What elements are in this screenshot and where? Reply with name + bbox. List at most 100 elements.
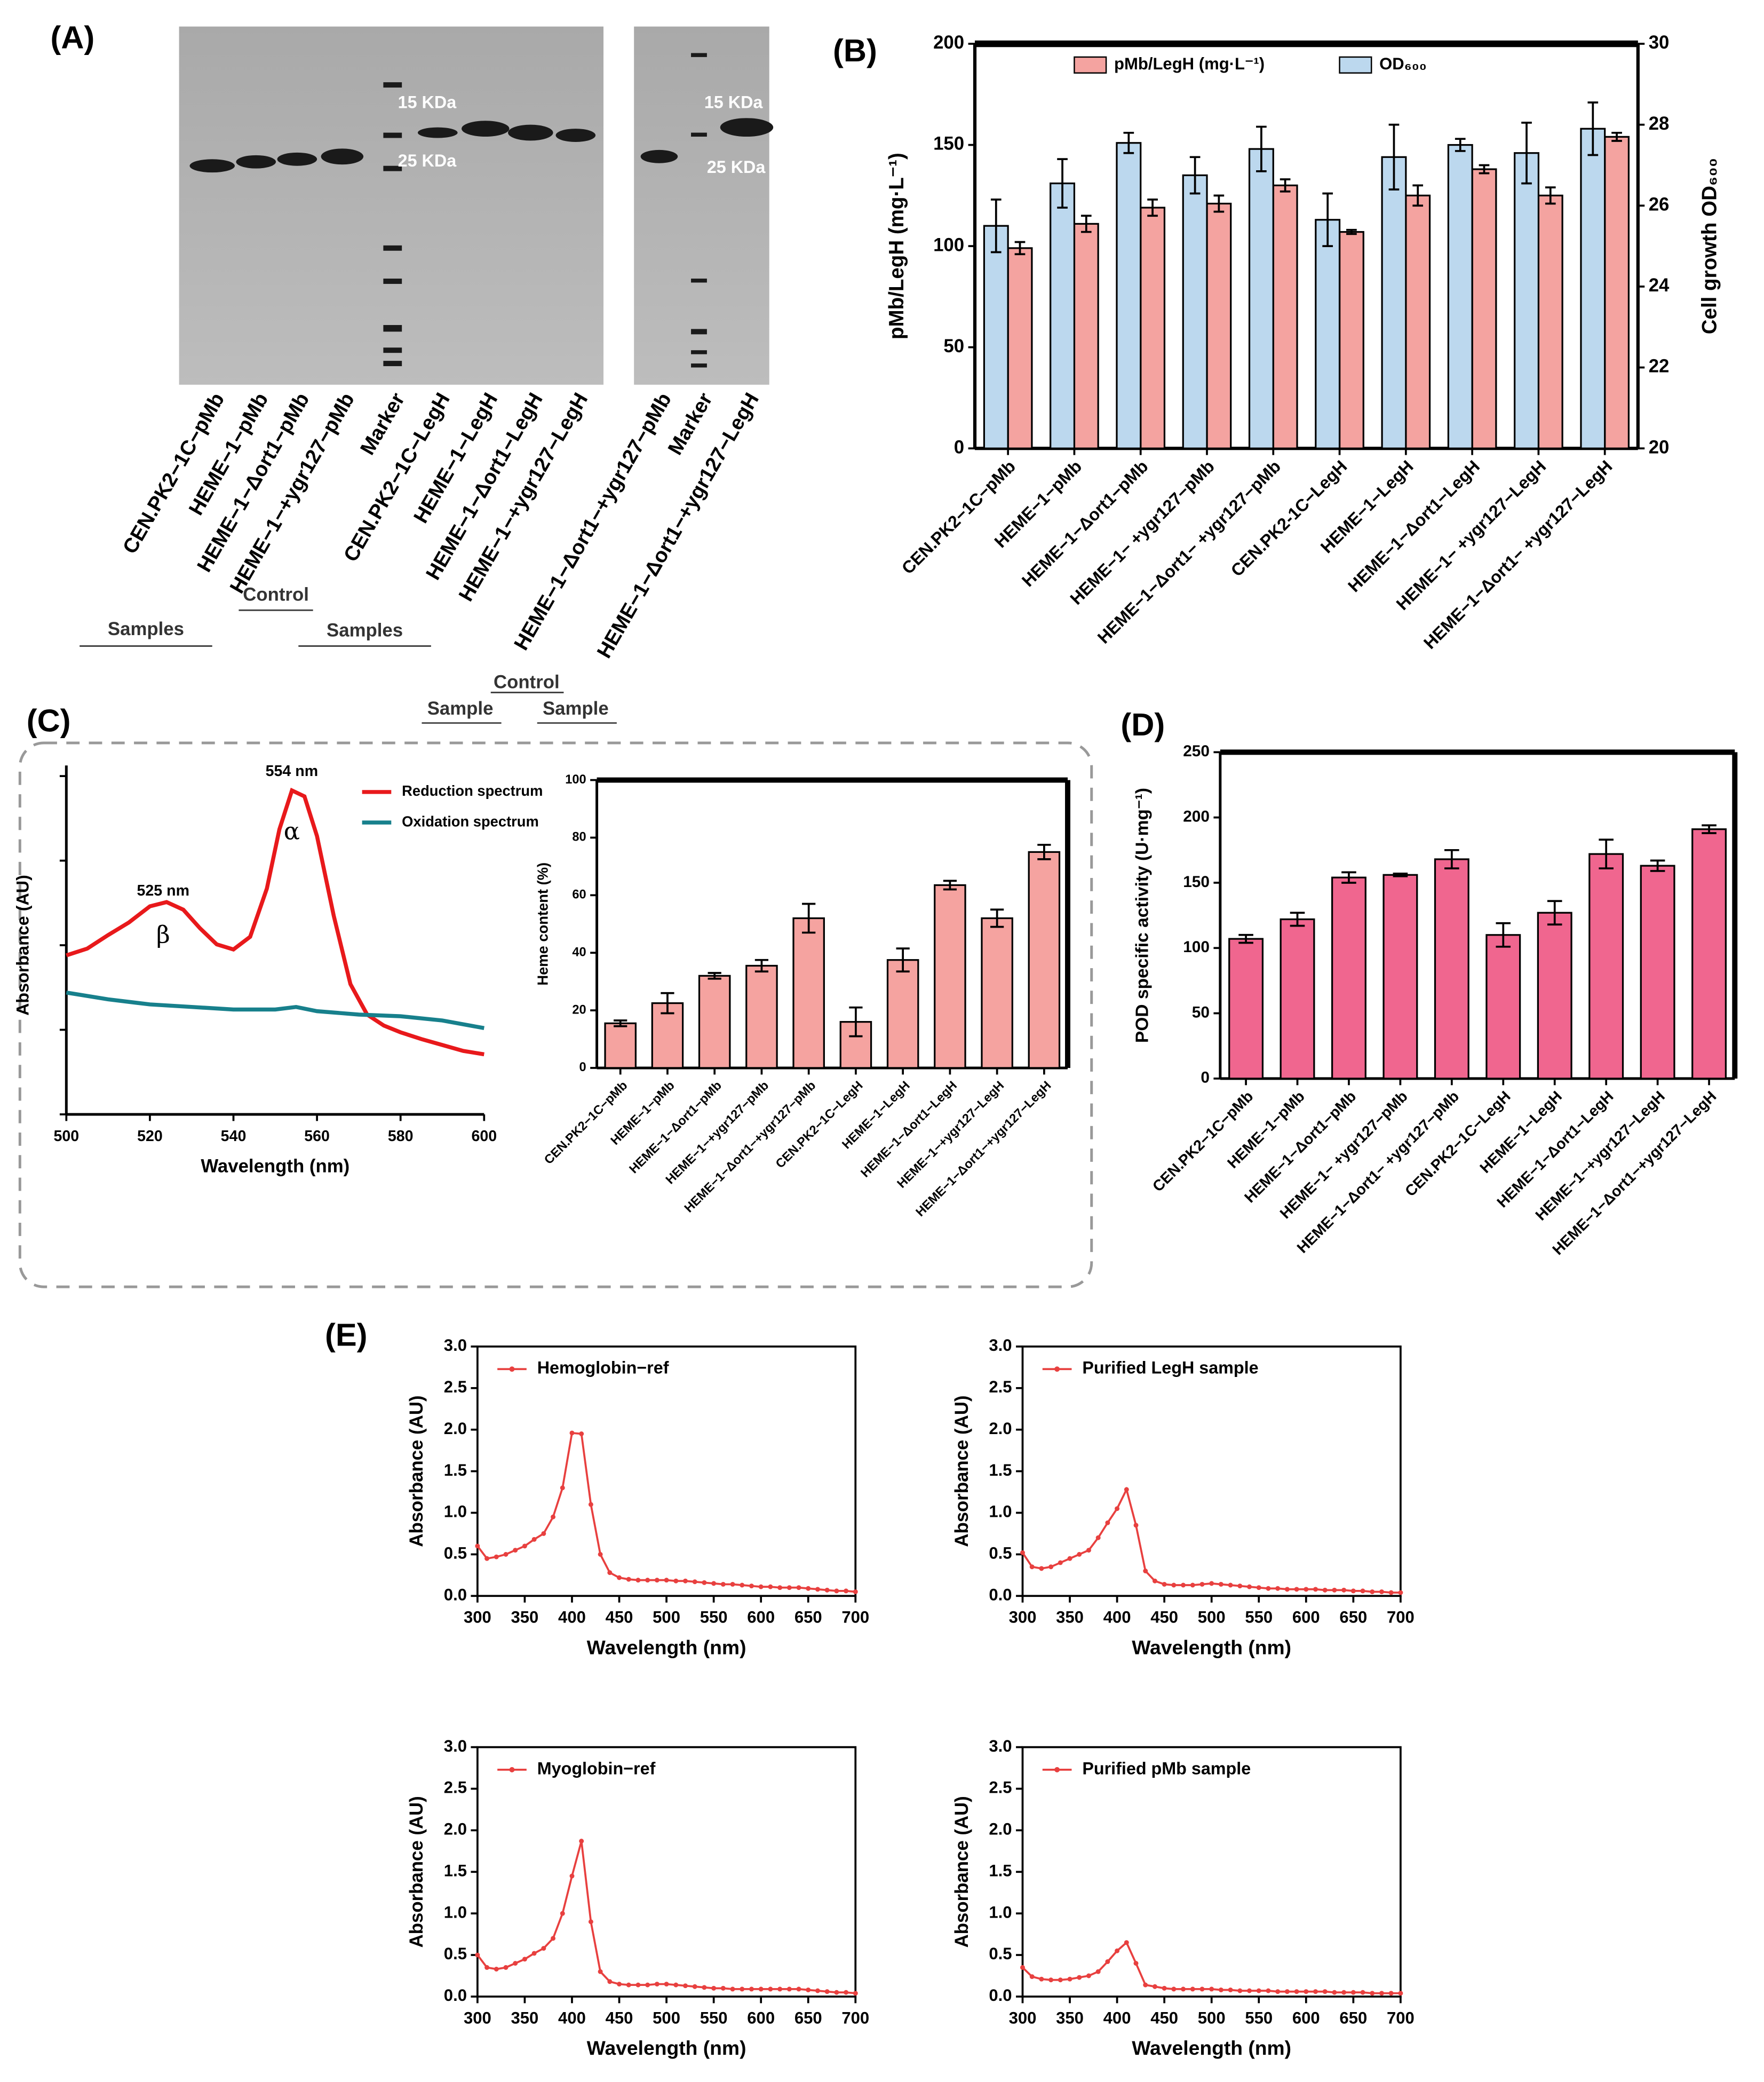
- series-marker: [796, 1585, 801, 1590]
- y-tick-label: 1.0: [989, 1903, 1012, 1921]
- x-tick-label: 500: [1198, 1608, 1226, 1627]
- series-marker: [626, 1577, 631, 1582]
- series-marker: [1115, 1948, 1120, 1953]
- series-marker: [1237, 1584, 1243, 1589]
- x-axis-label: Wavelength (nm): [1132, 1636, 1291, 1659]
- series-marker: [617, 1575, 622, 1580]
- series-marker: [1020, 1965, 1025, 1970]
- series-marker: [598, 1969, 603, 1974]
- series-marker: [598, 1551, 603, 1557]
- bar: [1381, 156, 1407, 449]
- y2-tick-label: 24: [1649, 275, 1670, 296]
- bar: [981, 917, 1013, 1069]
- y-tick-label: 0.0: [444, 1585, 467, 1604]
- legend-marker: [1054, 1366, 1060, 1372]
- series-marker: [1275, 1586, 1281, 1591]
- series-marker: [1313, 1989, 1318, 1994]
- series-marker: [824, 1989, 830, 1994]
- bar: [934, 884, 966, 1069]
- x-tick-label: 580: [388, 1128, 414, 1145]
- y-tick-label: 0.5: [989, 1544, 1012, 1563]
- series-marker: [1086, 1548, 1091, 1553]
- series-marker: [815, 1988, 820, 1993]
- series-marker: [1171, 1582, 1177, 1588]
- y-tick-label: 0: [1201, 1069, 1210, 1087]
- series-marker: [513, 1548, 518, 1553]
- series-marker: [1350, 1588, 1356, 1594]
- series-marker: [1388, 1991, 1394, 1996]
- group-label: Samples: [108, 619, 184, 639]
- series-marker: [834, 1588, 839, 1594]
- legend-label: Reduction spectrum: [402, 782, 543, 799]
- series-marker: [1398, 1590, 1403, 1595]
- bar: [1116, 142, 1142, 449]
- bar: [1248, 148, 1274, 449]
- series-marker: [1143, 1569, 1148, 1573]
- bar: [1331, 876, 1366, 1080]
- series-marker: [777, 1585, 783, 1590]
- series-marker: [522, 1543, 527, 1549]
- bar: [698, 975, 731, 1069]
- x-tick-label: 450: [1150, 2008, 1178, 2027]
- series-marker: [683, 1578, 688, 1584]
- y-tick-label: 200: [1183, 808, 1210, 826]
- y-tick-label: 3.0: [989, 1737, 1012, 1755]
- y-axis-label: POD specific activity (U·mg⁻¹): [1133, 788, 1153, 1043]
- x-tick-label: 650: [1339, 2008, 1367, 2027]
- bar: [1338, 231, 1364, 449]
- marker-label: 25 KDa: [707, 157, 766, 177]
- series-marker: [1218, 1987, 1223, 1992]
- series-marker: [824, 1587, 830, 1593]
- x-tick-label: 700: [841, 2008, 869, 2027]
- x-tick-label: 400: [1103, 1608, 1131, 1627]
- series-marker: [1284, 1587, 1290, 1592]
- x-tick-label: CEN.PK2−1C−pMb: [1149, 1088, 1257, 1195]
- series-marker: [720, 1985, 726, 1991]
- series-marker: [1313, 1587, 1318, 1592]
- series-marker: [1341, 1990, 1347, 1995]
- series-marker: [796, 1986, 801, 1992]
- series-marker: [635, 1982, 641, 1988]
- x-tick-label: 400: [558, 2008, 586, 2027]
- gel-images: [80, 26, 774, 724]
- y-tick-label: 2.0: [989, 1419, 1012, 1438]
- x-tick-label: 350: [1056, 1608, 1084, 1627]
- y-tick-label: 0: [579, 1060, 586, 1074]
- series-marker: [1029, 1974, 1035, 1980]
- series-marker: [1370, 1991, 1375, 1996]
- series-marker: [551, 1936, 556, 1941]
- legend-label: pMb/LegH (mg·L⁻¹): [1114, 54, 1265, 73]
- y-tick-label: 2.0: [444, 1419, 467, 1438]
- legend-label: Myoglobin−ref: [537, 1759, 656, 1778]
- bar: [886, 959, 919, 1069]
- x-tick-label: 300: [1009, 1608, 1037, 1627]
- bar: [1315, 219, 1341, 449]
- series-marker: [569, 1873, 575, 1879]
- x-tick-label: HEME−1−Δort1−pMb: [1018, 457, 1152, 591]
- series-marker: [1181, 1582, 1186, 1588]
- y-tick-label: 250: [1183, 742, 1210, 760]
- plot-frame: [476, 1746, 857, 1998]
- y-tick-label: 50: [1192, 1003, 1210, 1021]
- group-underlines: [80, 609, 617, 724]
- series-marker: [531, 1537, 537, 1542]
- panel-c-frame: [18, 741, 1093, 1288]
- series-marker: [834, 1990, 839, 1995]
- bar: [983, 225, 1009, 449]
- group-label: Control: [494, 672, 560, 692]
- x-tick-label: HEME−1−Δort1−pMb: [627, 1079, 725, 1176]
- series-marker: [1199, 1581, 1205, 1587]
- plot-frame: [1021, 1345, 1402, 1597]
- series-marker: [1388, 1590, 1394, 1595]
- x-tick-label: CEN.PK2−1C−pMb: [542, 1079, 630, 1167]
- y-tick-label: 60: [572, 888, 586, 902]
- series-marker: [806, 1987, 811, 1992]
- y-tick-label: 2.5: [444, 1378, 467, 1396]
- series-marker: [1095, 1969, 1101, 1974]
- y-tick-label: 150: [933, 134, 964, 154]
- series-marker: [1058, 1977, 1063, 1983]
- x-tick-label: 500: [653, 1608, 680, 1627]
- y-tick-label: 1.0: [989, 1502, 1012, 1521]
- series-line: [66, 787, 484, 1057]
- series-marker: [1171, 1986, 1177, 1992]
